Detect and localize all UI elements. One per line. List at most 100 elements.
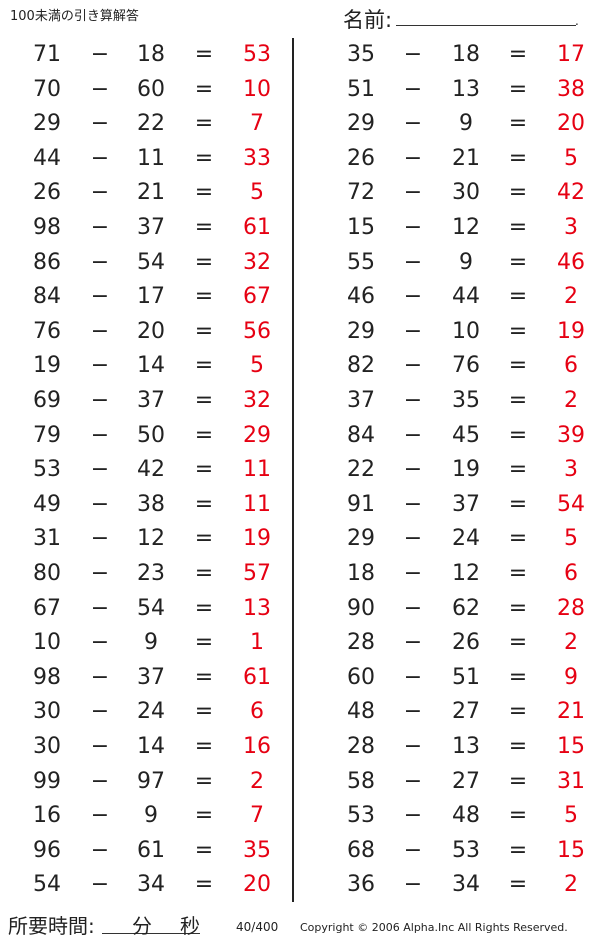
right-problem-1-minus-sign: −: [403, 42, 423, 67]
left-problem-3-equals-sign: =: [194, 111, 214, 137]
right-problem-25-subtrahend: 34: [452, 872, 480, 898]
name-field-line[interactable]: [396, 25, 576, 26]
left-problem-19-equals-sign: =: [194, 664, 214, 690]
left-problem-10-subtrahend: 14: [137, 353, 165, 379]
right-problem-4-minuend: 26: [347, 145, 375, 171]
right-problem-21-equals-sign: =: [508, 734, 528, 759]
right-problem-14-minuend: 91: [347, 491, 375, 517]
left-problem-21-subtrahend: 14: [137, 734, 165, 759]
right-problem-10-minuend: 82: [347, 353, 375, 379]
left-problem-17-minus-sign: −: [90, 595, 110, 621]
right-problem-18-minus-sign: −: [403, 630, 423, 656]
left-problem-7-minus-sign: −: [90, 249, 110, 275]
left-problem-15-subtrahend: 12: [137, 526, 165, 552]
left-problem-6-minuend: 98: [33, 215, 61, 240]
left-problem-11-minus-sign: −: [90, 388, 110, 413]
right-problem-13-equals-sign: =: [508, 457, 528, 483]
left-problem-1-minuend: 71: [33, 42, 61, 67]
right-problem-12-equals-sign: =: [508, 422, 528, 448]
right-problem-13-answer: 3: [564, 457, 578, 483]
left-problem-22-subtrahend: 97: [137, 768, 165, 794]
right-problem-10-answer: 6: [564, 353, 578, 379]
left-problem-8-subtrahend: 17: [137, 284, 165, 310]
right-problem-16-equals-sign: =: [508, 561, 528, 586]
left-problem-4-minus-sign: −: [90, 145, 110, 171]
right-problem-9-minus-sign: −: [403, 318, 423, 344]
left-problem-14-answer: 11: [243, 491, 271, 517]
left-problem-18-minus-sign: −: [90, 630, 110, 656]
right-problem-11-minus-sign: −: [403, 388, 423, 413]
right-problem-4-equals-sign: =: [508, 145, 528, 171]
left-problem-4-equals-sign: =: [194, 145, 214, 171]
right-problem-3-equals-sign: =: [508, 111, 528, 137]
page-number: 40/400: [236, 920, 279, 934]
left-problem-18-answer: 1: [250, 630, 264, 656]
right-problem-15-subtrahend: 24: [452, 526, 480, 552]
left-problem-20-answer: 6: [250, 699, 264, 725]
left-problem-9-minus-sign: −: [90, 318, 110, 344]
right-problem-8-equals-sign: =: [508, 284, 528, 310]
left-problem-3-minuend: 29: [33, 111, 61, 137]
right-problem-21-answer: 15: [557, 734, 585, 759]
left-problem-2-minuend: 70: [33, 76, 61, 102]
right-problem-2-minus-sign: −: [403, 76, 423, 102]
left-problem-24-equals-sign: =: [194, 837, 214, 863]
left-problem-23-subtrahend: 9: [144, 803, 158, 829]
right-problem-1-equals-sign: =: [508, 42, 528, 67]
left-problem-1-subtrahend: 18: [137, 42, 165, 67]
left-problem-18-equals-sign: =: [194, 630, 214, 656]
right-problem-1-answer: 17: [557, 42, 585, 67]
right-problem-25-answer: 2: [564, 872, 578, 898]
left-problem-7-answer: 32: [243, 249, 271, 275]
right-problem-10-subtrahend: 76: [452, 353, 480, 379]
right-problem-12-subtrahend: 45: [452, 422, 480, 448]
right-problem-7-answer: 46: [557, 249, 585, 275]
minutes-label: 分: [132, 914, 152, 938]
right-problem-8-minuend: 46: [347, 284, 375, 310]
right-problem-17-answer: 28: [557, 595, 585, 621]
right-problem-14-minus-sign: −: [403, 491, 423, 517]
left-problem-15-minuend: 31: [33, 526, 61, 552]
right-problem-10-minus-sign: −: [403, 353, 423, 379]
right-problem-17-subtrahend: 62: [452, 595, 480, 621]
right-problem-20-minuend: 48: [347, 699, 375, 725]
right-problem-5-equals-sign: =: [508, 180, 528, 206]
right-problem-21-minus-sign: −: [403, 734, 423, 759]
left-problem-22-minus-sign: −: [90, 768, 110, 794]
right-problem-12-answer: 39: [557, 422, 585, 448]
right-problem-16-minuend: 18: [347, 561, 375, 586]
right-problem-7-minuend: 55: [347, 249, 375, 275]
left-problem-24-minus-sign: −: [90, 837, 110, 863]
right-problem-9-answer: 19: [557, 318, 585, 344]
left-problem-14-equals-sign: =: [194, 491, 214, 517]
right-problem-23-minus-sign: −: [403, 803, 423, 829]
right-problem-17-equals-sign: =: [508, 595, 528, 621]
left-problem-9-answer: 56: [243, 318, 271, 344]
right-problem-22-equals-sign: =: [508, 768, 528, 794]
left-problem-25-minus-sign: −: [90, 872, 110, 898]
right-problem-17-minus-sign: −: [403, 595, 423, 621]
right-problem-15-answer: 5: [564, 526, 578, 552]
right-problem-22-minus-sign: −: [403, 768, 423, 794]
left-problem-24-subtrahend: 61: [137, 837, 165, 863]
left-problem-20-minus-sign: −: [90, 699, 110, 725]
left-problem-20-minuend: 30: [33, 699, 61, 725]
right-problem-24-equals-sign: =: [508, 837, 528, 863]
right-problem-14-answer: 54: [557, 491, 585, 517]
right-problem-7-minus-sign: −: [403, 249, 423, 275]
time-label: 所要時間:: [8, 914, 95, 938]
left-problem-12-minuend: 79: [33, 422, 61, 448]
right-problem-15-equals-sign: =: [508, 526, 528, 552]
left-problem-10-answer: 5: [250, 353, 264, 379]
left-problem-3-subtrahend: 22: [137, 111, 165, 137]
right-problem-11-equals-sign: =: [508, 388, 528, 413]
left-problem-5-answer: 5: [250, 180, 264, 206]
time-field-line[interactable]: [102, 933, 200, 934]
name-label: 名前:: [343, 8, 393, 32]
right-problem-4-subtrahend: 21: [452, 145, 480, 171]
left-problem-6-equals-sign: =: [194, 215, 214, 240]
left-problem-15-equals-sign: =: [194, 526, 214, 552]
left-problem-14-minuend: 49: [33, 491, 61, 517]
left-problem-2-answer: 10: [243, 76, 271, 102]
left-problem-1-minus-sign: −: [90, 42, 110, 67]
